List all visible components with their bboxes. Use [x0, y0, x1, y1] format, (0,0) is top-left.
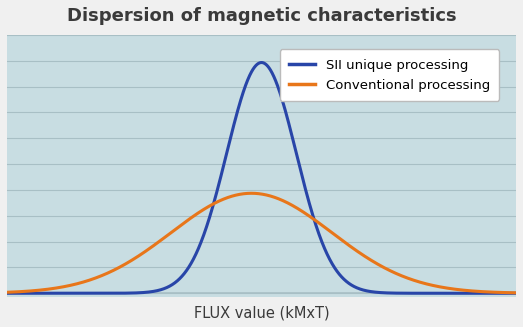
- Legend: SII unique processing, Conventional processing: SII unique processing, Conventional proc…: [280, 49, 499, 101]
- X-axis label: FLUX value (kMxT): FLUX value (kMxT): [194, 305, 329, 320]
- Title: Dispersion of magnetic characteristics: Dispersion of magnetic characteristics: [67, 7, 456, 25]
